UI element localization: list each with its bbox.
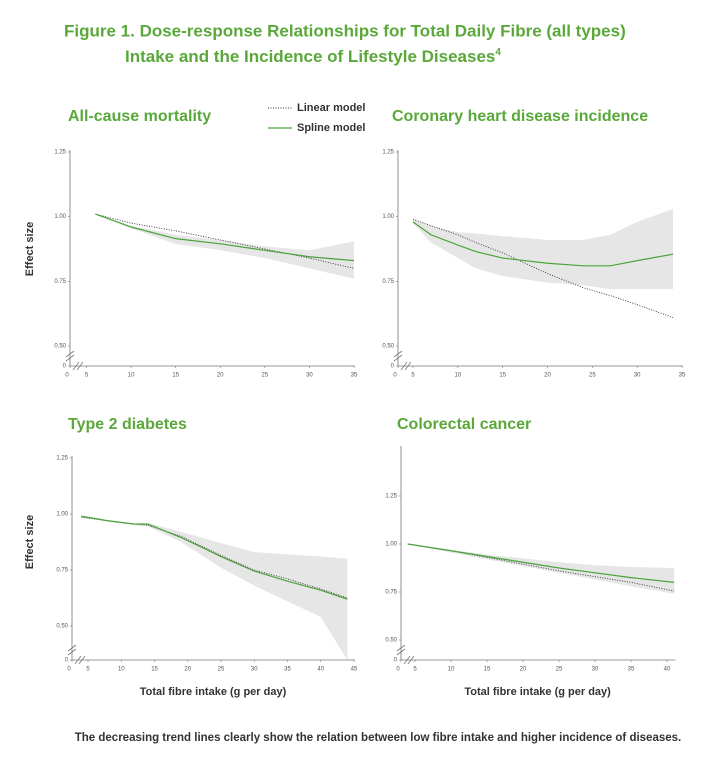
y-tick-label: 0 [65, 658, 69, 664]
y-tick-label: 1.00 [56, 512, 68, 518]
x-tick-label: 10 [454, 373, 461, 379]
figure-title-line: Intake and the Incidence of Lifestyle Di… [125, 47, 495, 66]
x-tick-label: 30 [634, 373, 641, 379]
x-tick-label: 25 [556, 667, 563, 673]
series-line [412, 218, 674, 318]
x-tick-label: 35 [628, 667, 635, 673]
axis-break [407, 655, 415, 665]
panel-title: Coronary heart disease incidence [392, 108, 648, 125]
axis-break [65, 350, 75, 358]
axis-break [67, 644, 77, 652]
confidence-band [81, 516, 348, 660]
y-tick-label: 1.00 [54, 214, 66, 220]
confidence-band [95, 214, 355, 279]
x-tick-label: 5 [413, 667, 417, 673]
x-tick-label: 15 [484, 667, 491, 673]
y-tick-label: 0.50 [56, 624, 68, 630]
x-tick-label: 15 [499, 373, 506, 379]
axis-break [72, 361, 80, 371]
x-tick-label: 30 [251, 667, 258, 673]
axis-break [404, 361, 412, 371]
x-axis-label: Total fibre intake (g per day) [140, 686, 287, 698]
axis-break [74, 655, 82, 665]
x-tick-label: 35 [284, 667, 291, 673]
axis-break [393, 350, 403, 358]
y-axis-label: Effect size [24, 515, 36, 569]
x-tick-label: 40 [317, 667, 324, 673]
axis-break [65, 354, 75, 362]
y-axis-label: Effect size [24, 222, 36, 276]
x-tick-label: 0 [67, 667, 71, 673]
y-tick-label: 1.25 [56, 456, 68, 462]
axis-break [76, 361, 84, 371]
confidence-band [413, 208, 674, 290]
panel-title: All-cause mortality [68, 108, 211, 125]
y-tick-label: 1.00 [382, 214, 394, 220]
axis-break [67, 648, 77, 656]
x-tick-label: 10 [118, 667, 125, 673]
x-tick-label: 20 [520, 667, 527, 673]
figure-title: Intake and the Incidence of Lifestyle Di… [125, 47, 501, 67]
x-tick-label: 30 [306, 373, 313, 379]
x-tick-label: 35 [679, 373, 686, 379]
caption: The decreasing trend lines clearly show … [75, 732, 681, 744]
x-axis-label: Total fibre intake (g per day) [464, 686, 611, 698]
x-tick-label: 5 [411, 373, 415, 379]
y-tick-label: 1.25 [385, 494, 397, 500]
y-tick-label: 1.25 [382, 150, 394, 156]
axis-break [400, 361, 408, 371]
y-tick-label: 0 [394, 658, 398, 664]
y-tick-label: 0.50 [54, 344, 66, 350]
axis-break [403, 655, 411, 665]
x-tick-label: 10 [128, 373, 135, 379]
axis-break [396, 644, 406, 652]
x-tick-label: 5 [86, 667, 90, 673]
y-tick-label: 0.75 [382, 279, 394, 285]
x-tick-label: 40 [664, 667, 671, 673]
axis-break [396, 648, 406, 656]
series-line [95, 213, 355, 269]
figure-title: Figure 1. Dose-response Relationships fo… [64, 21, 626, 40]
y-tick-label: 0.75 [56, 568, 68, 574]
x-tick-label: 25 [218, 667, 225, 673]
y-tick-label: 0 [63, 364, 67, 370]
x-tick-label: 25 [261, 373, 268, 379]
x-tick-label: 5 [85, 373, 89, 379]
series-line [95, 213, 355, 262]
axis-break [78, 655, 86, 665]
y-tick-label: 0.75 [54, 279, 66, 285]
series-line [81, 515, 348, 600]
x-tick-label: 20 [544, 373, 551, 379]
series-line [407, 543, 675, 583]
series-line [412, 221, 674, 267]
figure-title-superscript: 4 [495, 47, 501, 58]
y-tick-label: 1.25 [54, 150, 66, 156]
x-tick-label: 10 [448, 667, 455, 673]
panel-title: Colorectal cancer [397, 416, 531, 433]
legend-label: Spline model [297, 122, 365, 134]
x-tick-label: 30 [592, 667, 599, 673]
x-tick-label: 20 [217, 373, 224, 379]
x-tick-label: 20 [184, 667, 191, 673]
y-tick-label: 0.50 [385, 638, 397, 644]
axis-break [393, 354, 403, 362]
x-tick-label: 0 [393, 373, 397, 379]
series-line [407, 543, 675, 592]
y-tick-label: 0.50 [382, 344, 394, 350]
x-tick-label: 45 [351, 667, 358, 673]
y-tick-label: 0 [391, 364, 395, 370]
y-tick-label: 1.00 [385, 542, 397, 548]
panel-title: Type 2 diabetes [68, 416, 187, 433]
x-tick-label: 35 [351, 373, 358, 379]
x-tick-label: 0 [396, 667, 400, 673]
x-tick-label: 15 [172, 373, 179, 379]
x-tick-label: 0 [65, 373, 69, 379]
y-tick-label: 0.75 [385, 590, 397, 596]
confidence-band [407, 544, 675, 594]
x-tick-label: 25 [589, 373, 596, 379]
x-tick-label: 15 [151, 667, 158, 673]
legend-label: Linear model [297, 102, 365, 114]
